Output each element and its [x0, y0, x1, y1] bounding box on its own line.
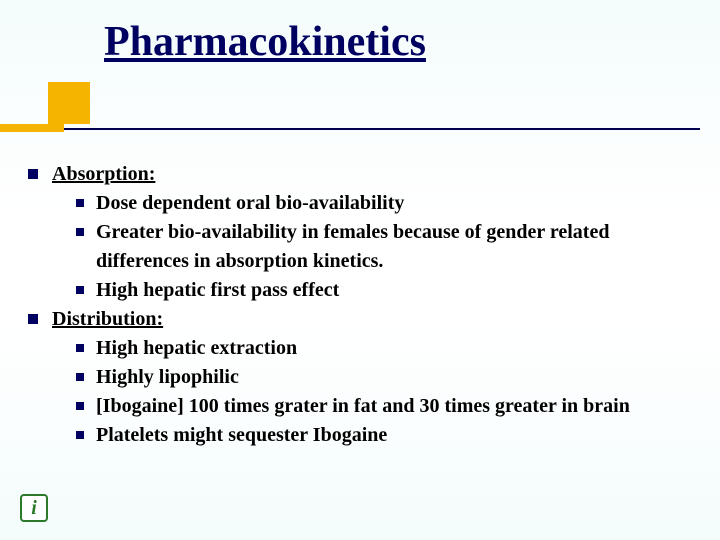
- body-text: [Ibogaine] 100 times grater in fat and 3…: [96, 392, 630, 421]
- body-text: High hepatic first pass effect: [96, 276, 339, 305]
- list-item: Dose dependent oral bio-availability: [76, 189, 700, 218]
- section-heading: Distribution:: [52, 305, 163, 334]
- section-heading: Absorption:: [52, 160, 155, 189]
- body-text: Highly lipophilic: [96, 363, 239, 392]
- list-item: [Ibogaine] 100 times grater in fat and 3…: [76, 392, 700, 421]
- body-text: Greater bio-availability in females beca…: [96, 218, 700, 276]
- list-item: Distribution:: [28, 305, 700, 334]
- list-item: Platelets might sequester Ibogaine: [76, 421, 700, 450]
- body-text: High hepatic extraction: [96, 334, 297, 363]
- bullet-icon: [28, 169, 38, 179]
- body-text: Platelets might sequester Ibogaine: [96, 421, 387, 450]
- bullet-icon: [76, 228, 84, 236]
- bullet-icon: [76, 286, 84, 294]
- slide-title: Pharmacokinetics: [104, 18, 426, 66]
- bullet-icon: [76, 431, 84, 439]
- bullet-icon: [76, 199, 84, 207]
- accent-box-bottom: [0, 124, 64, 132]
- list-item: Greater bio-availability in females beca…: [76, 218, 700, 276]
- info-icon[interactable]: i: [20, 494, 48, 522]
- list-item: Absorption:: [28, 160, 700, 189]
- list-item: Highly lipophilic: [76, 363, 700, 392]
- slide-body: Absorption: Dose dependent oral bio-avai…: [28, 160, 700, 450]
- bullet-icon: [76, 402, 84, 410]
- bullet-icon: [76, 344, 84, 352]
- list-item: High hepatic extraction: [76, 334, 700, 363]
- title-underline-rule: [64, 128, 700, 130]
- bullet-icon: [76, 373, 84, 381]
- accent-box-top: [48, 82, 90, 124]
- list-item: High hepatic first pass effect: [76, 276, 700, 305]
- bullet-icon: [28, 314, 38, 324]
- body-text: Dose dependent oral bio-availability: [96, 189, 404, 218]
